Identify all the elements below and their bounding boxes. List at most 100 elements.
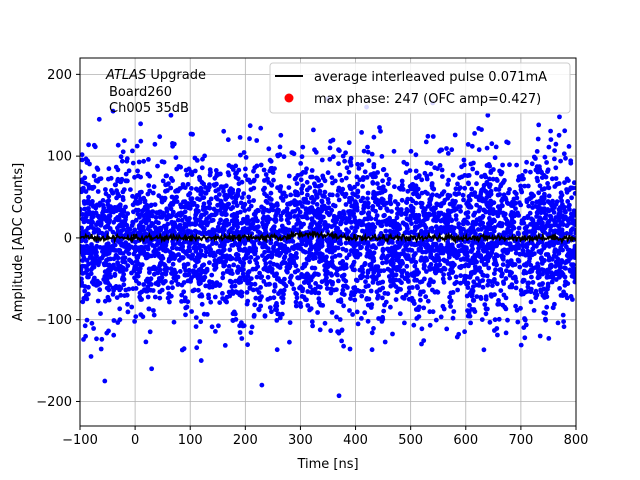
scatter-point bbox=[465, 281, 471, 286]
scatter-point bbox=[437, 262, 443, 268]
scatter-point bbox=[410, 212, 416, 217]
scatter-point bbox=[148, 203, 154, 209]
scatter-point bbox=[552, 301, 557, 307]
scatter-point bbox=[98, 311, 103, 316]
scatter-point bbox=[293, 175, 299, 181]
scatter-point bbox=[535, 136, 541, 142]
scatter-point bbox=[365, 204, 371, 210]
scatter-point bbox=[362, 310, 368, 316]
scatter-point bbox=[204, 249, 209, 255]
scatter-point bbox=[323, 258, 329, 263]
scatter-point bbox=[563, 155, 568, 161]
scatter-point bbox=[274, 307, 279, 313]
scatter-point bbox=[80, 276, 84, 282]
scatter-point bbox=[394, 225, 400, 231]
scatter-point bbox=[521, 325, 527, 330]
scatter-point bbox=[338, 299, 344, 305]
scatter-point bbox=[110, 190, 115, 196]
scatter-point bbox=[570, 271, 576, 276]
scatter-point bbox=[252, 251, 258, 257]
scatter-point bbox=[517, 264, 523, 270]
scatter-point bbox=[458, 273, 464, 279]
scatter-point bbox=[438, 225, 444, 230]
scatter-point bbox=[385, 181, 391, 187]
scatter-point bbox=[277, 315, 283, 321]
scatter-point bbox=[481, 347, 487, 353]
scatter-point bbox=[94, 243, 100, 249]
scatter-point bbox=[479, 220, 485, 226]
scatter-point bbox=[513, 285, 519, 291]
x-axis-ticks: −100 0 100 200 300 400 500 600 700 800 bbox=[62, 426, 588, 448]
scatter-point bbox=[207, 260, 212, 266]
scatter-point bbox=[312, 220, 317, 225]
scatter-point bbox=[346, 169, 352, 175]
scatter-point bbox=[500, 162, 505, 168]
scatter-point bbox=[96, 262, 101, 268]
scatter-point bbox=[465, 285, 471, 290]
scatter-point bbox=[316, 242, 322, 248]
scatter-point bbox=[461, 279, 467, 285]
scatter-point bbox=[322, 189, 328, 195]
scatter-point bbox=[104, 277, 110, 282]
scatter-point bbox=[294, 181, 300, 187]
scatter-point bbox=[215, 224, 221, 230]
scatter-point bbox=[518, 202, 524, 208]
scatter-point bbox=[342, 158, 347, 164]
scatter-point bbox=[211, 182, 217, 188]
scatter-point bbox=[396, 185, 402, 191]
scatter-point bbox=[252, 226, 257, 232]
scatter-point bbox=[291, 246, 297, 252]
scatter-point bbox=[449, 147, 455, 153]
scatter-point bbox=[421, 265, 427, 271]
scatter-point bbox=[542, 193, 547, 199]
scatter-point bbox=[305, 289, 311, 294]
scatter-point bbox=[284, 239, 290, 245]
scatter-point bbox=[268, 190, 274, 196]
scatter-point bbox=[98, 220, 104, 226]
scatter-point bbox=[431, 248, 437, 254]
scatter-point bbox=[337, 172, 343, 178]
scatter-point bbox=[97, 287, 103, 293]
scatter-point bbox=[371, 277, 376, 283]
scatter-point bbox=[152, 141, 158, 147]
scatter-point bbox=[531, 243, 537, 249]
scatter-point bbox=[531, 308, 537, 313]
scatter-point bbox=[263, 264, 268, 270]
scatter-point bbox=[365, 144, 370, 150]
scatter-point bbox=[138, 121, 144, 127]
scatter-point bbox=[271, 246, 276, 251]
scatter-point bbox=[428, 161, 434, 167]
scatter-point bbox=[115, 320, 121, 325]
scatter-point bbox=[443, 230, 449, 236]
scatter-point bbox=[293, 251, 299, 256]
scatter-point bbox=[207, 167, 213, 173]
scatter-point bbox=[399, 260, 405, 266]
scatter-point bbox=[486, 265, 492, 271]
scatter-point bbox=[180, 182, 186, 187]
scatter-point bbox=[179, 347, 185, 353]
scatter-point bbox=[474, 294, 480, 299]
scatter-point bbox=[453, 186, 459, 192]
scatter-point bbox=[456, 204, 461, 210]
scatter-point bbox=[303, 196, 309, 202]
scatter-point bbox=[304, 179, 310, 185]
scatter-point bbox=[396, 254, 401, 260]
scatter-point bbox=[243, 155, 249, 160]
scatter-point bbox=[343, 191, 349, 197]
scatter-point bbox=[377, 125, 382, 130]
scatter-point bbox=[256, 307, 262, 313]
scatter-point bbox=[404, 161, 410, 167]
scatter-point bbox=[434, 244, 440, 250]
scatter-point bbox=[361, 203, 367, 209]
scatter-point bbox=[242, 226, 248, 231]
scatter-point bbox=[375, 170, 380, 175]
scatter-point bbox=[170, 202, 176, 207]
scatter-point bbox=[559, 198, 564, 204]
scatter-point bbox=[81, 296, 87, 301]
scatter-point bbox=[296, 275, 302, 281]
scatter-point bbox=[408, 148, 414, 154]
x-tick-label-7: 600 bbox=[453, 433, 478, 448]
scatter-point bbox=[400, 187, 406, 192]
scatter-point bbox=[476, 208, 482, 214]
scatter-point bbox=[527, 210, 533, 216]
